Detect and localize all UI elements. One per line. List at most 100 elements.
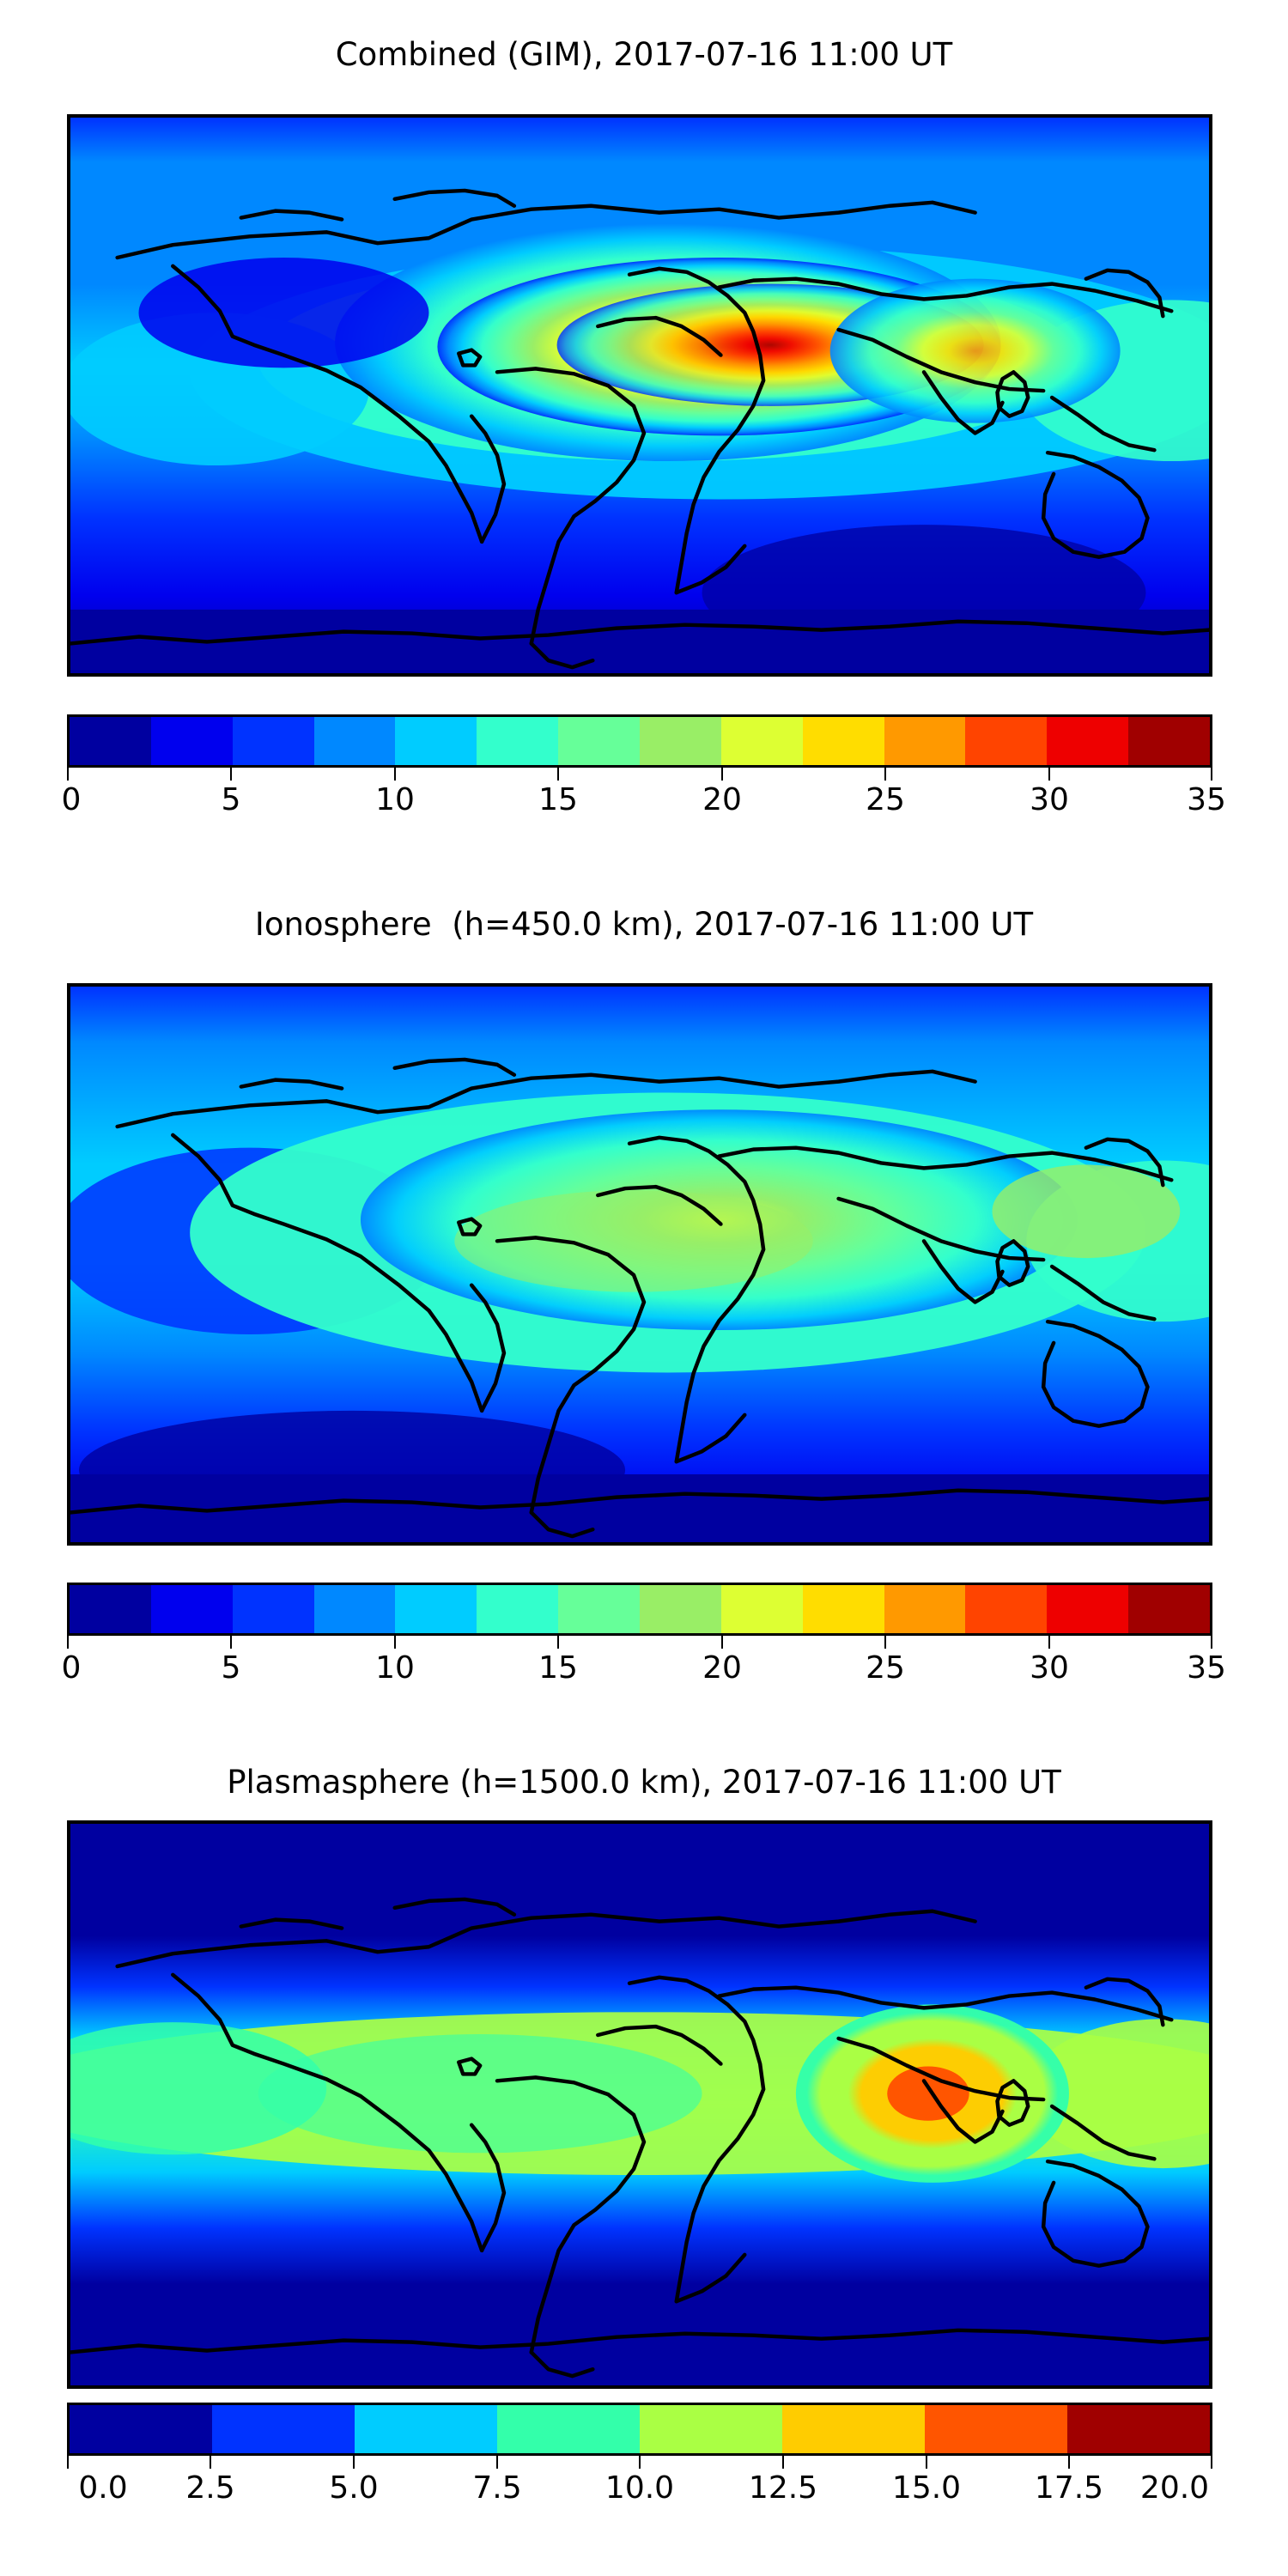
panel-ionosphere-title: Ionosphere (h=450.0 km), 2017-07-16 11:0… xyxy=(254,906,1034,943)
cbar-ticklabel: 30 xyxy=(1030,782,1069,817)
cbar-tick xyxy=(1068,2456,1070,2469)
cbar-ticklabel: 35 xyxy=(1187,782,1226,817)
cbar-band xyxy=(313,717,396,765)
cbar-ticklabel: 5 xyxy=(221,782,241,817)
cbar-tick xyxy=(496,2456,498,2469)
cbar-ticklabel: 25 xyxy=(866,1650,905,1686)
cbar-tick xyxy=(1211,1636,1212,1649)
cbar-band xyxy=(355,2405,497,2453)
cbar-band xyxy=(965,717,1048,765)
cbar-band xyxy=(802,1585,884,1633)
cbar-tick xyxy=(230,1636,232,1649)
panel-combined: Combined (GIM), 2017-07-16 11:00 UT xyxy=(0,0,1288,867)
cbar-band xyxy=(1128,717,1211,765)
cbar-ticklabel: 2.5 xyxy=(185,2470,235,2506)
cbar-band xyxy=(395,717,477,765)
panel-combined-colorbar: 0 5 10 15 20 25 30 35 xyxy=(62,714,1226,828)
cbar-band xyxy=(782,2405,925,2453)
cbar-ticklabel: 35 xyxy=(1187,1650,1226,1686)
cbar-tick xyxy=(1211,2456,1212,2469)
cbar-ticklabel: 10 xyxy=(375,782,415,817)
cbar-ticklabel: 20 xyxy=(702,1650,742,1686)
cbar-tick xyxy=(557,768,559,781)
panel-combined-title: Combined (GIM), 2017-07-16 11:00 UT xyxy=(335,36,953,73)
cbar-band xyxy=(477,1585,559,1633)
panel-combined-map xyxy=(67,114,1212,677)
cbar-tick xyxy=(1048,768,1050,781)
cbar-band xyxy=(1128,1585,1211,1633)
cbar-band xyxy=(1047,1585,1129,1633)
cbar-tick xyxy=(394,768,396,781)
cbar-tick xyxy=(926,2456,927,2469)
cbar-band xyxy=(640,1585,721,1633)
cbar-tick xyxy=(884,768,886,781)
cbar-band xyxy=(558,1585,641,1633)
cbar-ticklabel: 15.0 xyxy=(891,2470,962,2506)
cbar-tick xyxy=(67,1636,69,1649)
cbar-band xyxy=(802,717,884,765)
cbar-band xyxy=(558,717,641,765)
ionosphere-tec-field xyxy=(70,987,1209,1542)
cbar-ticklabel: 0 xyxy=(61,782,82,817)
cbar-tick xyxy=(353,2456,355,2469)
cbar-band xyxy=(232,717,314,765)
cbar-band xyxy=(150,717,233,765)
panel-ionosphere: Ionosphere (h=450.0 km), 2017-07-16 11:0… xyxy=(0,867,1288,1736)
cbar-ticklabel: 25 xyxy=(866,782,905,817)
combined-tec-field xyxy=(70,118,1209,673)
cbar-ticklabel: 0 xyxy=(61,1650,82,1686)
plasmasphere-tec-field xyxy=(70,1824,1209,2385)
plasmasphere-colorbar-strip[interactable] xyxy=(67,2403,1212,2456)
cbar-tick xyxy=(394,1636,396,1649)
cbar-band xyxy=(965,1585,1048,1633)
cbar-band xyxy=(884,1585,966,1633)
cbar-band xyxy=(395,1585,477,1633)
panel-plasmasphere: Plasmasphere (h=1500.0 km), 2017-07-16 1… xyxy=(0,1736,1288,2576)
ionosphere-colorbar-axis: 0 5 10 15 20 25 30 35 xyxy=(62,1636,1226,1696)
cbar-band xyxy=(640,2405,782,2453)
cbar-band xyxy=(884,717,966,765)
ionosphere-colorbar-strip[interactable] xyxy=(67,1583,1212,1636)
cbar-band xyxy=(313,1585,396,1633)
cbar-tick xyxy=(67,768,69,781)
cbar-band xyxy=(212,2405,355,2453)
cbar-tick xyxy=(721,768,723,781)
plasmasphere-colorbar-axis: 0.0 2.5 5.0 7.5 10.0 12.5 15.0 17.5 20.0 xyxy=(67,2456,1212,2516)
cbar-tick xyxy=(230,768,232,781)
panel-plasmasphere-title: Plasmasphere (h=1500.0 km), 2017-07-16 1… xyxy=(227,1764,1061,1801)
cbar-band xyxy=(925,2405,1067,2453)
cbar-band xyxy=(720,1585,803,1633)
cbar-band xyxy=(497,2405,640,2453)
cbar-ticklabel: 7.5 xyxy=(472,2470,522,2506)
cbar-tick xyxy=(210,2456,211,2469)
cbar-tick xyxy=(1048,1636,1050,1649)
cbar-tick xyxy=(557,1636,559,1649)
cbar-ticklabel: 20.0 xyxy=(1139,2470,1210,2506)
cbar-tick xyxy=(67,2456,69,2469)
cbar-band xyxy=(477,717,559,765)
cbar-band xyxy=(1047,717,1129,765)
panel-plasmasphere-map xyxy=(67,1820,1212,2389)
cbar-tick xyxy=(782,2456,784,2469)
cbar-band xyxy=(70,717,151,765)
cbar-band xyxy=(70,1585,151,1633)
cbar-ticklabel: 0.0 xyxy=(78,2470,128,2506)
cbar-band xyxy=(232,1585,314,1633)
cbar-tick xyxy=(721,1636,723,1649)
cbar-tick xyxy=(1211,768,1212,781)
panel-ionosphere-map xyxy=(67,983,1212,1546)
cbar-ticklabel: 10 xyxy=(375,1650,415,1686)
cbar-band xyxy=(1067,2405,1210,2453)
cbar-ticklabel: 15 xyxy=(538,782,578,817)
cbar-ticklabel: 12.5 xyxy=(748,2470,818,2506)
cbar-ticklabel: 30 xyxy=(1030,1650,1069,1686)
cbar-ticklabel: 20 xyxy=(702,782,742,817)
cbar-band xyxy=(70,2405,212,2453)
cbar-tick xyxy=(639,2456,641,2469)
cbar-ticklabel: 5.0 xyxy=(329,2470,379,2506)
cbar-band xyxy=(720,717,803,765)
combined-colorbar-strip[interactable] xyxy=(67,714,1212,768)
cbar-ticklabel: 5 xyxy=(221,1650,241,1686)
combined-colorbar-axis: 0 5 10 15 20 25 30 35 xyxy=(62,768,1226,828)
